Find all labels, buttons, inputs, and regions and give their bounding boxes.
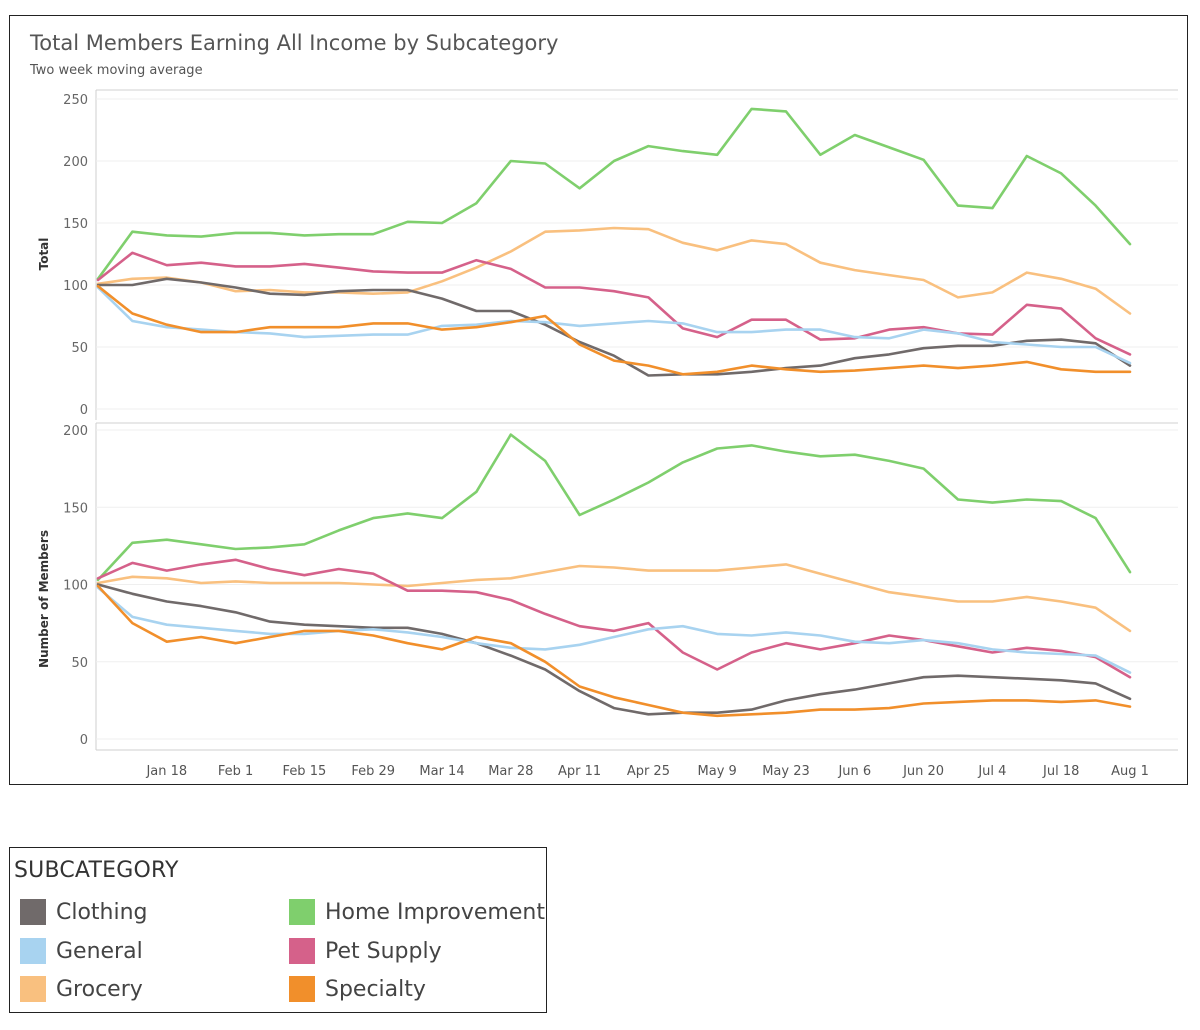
y-tick-label-top-50: 50 [71, 341, 88, 356]
series-line-top-clothing [96, 277, 1132, 377]
chart-frame: Total Members Earning All Income by Subc… [9, 15, 1188, 785]
series-line-top-pet-supply [96, 251, 1132, 356]
series-line-top-specialty [96, 284, 1132, 376]
legend-item-home-improvement: Home Improvement [289, 897, 545, 927]
legend-item-clothing: Clothing [20, 897, 148, 927]
series-line-bottom-pet-supply [96, 558, 1132, 679]
x-tick-label-apr-25: Apr 25 [627, 764, 670, 779]
x-tick-label-mar-28: Mar 28 [488, 764, 533, 779]
x-tick-label-jun-6: Jun 6 [837, 764, 871, 779]
legend-swatch-general [20, 938, 46, 964]
legend-label-home-improvement: Home Improvement [325, 899, 545, 925]
y-tick-label-bottom-100: 100 [63, 579, 88, 594]
legend-swatch-clothing [20, 899, 46, 925]
x-axis: Jan 18 Feb 1 Feb 15 Feb 29 Mar 14 Mar 28 Apr 1… [96, 749, 1178, 779]
x-tick-label-jan-18: Jan 18 [145, 764, 187, 779]
series-line-bottom-home-improvement [96, 433, 1132, 582]
legend-label-grocery: Grocery [56, 976, 143, 1002]
legend-label-clothing: Clothing [56, 899, 148, 925]
legend-item-specialty: Specialty [289, 974, 426, 1004]
x-tick-label-jun-20: Jun 20 [902, 764, 944, 779]
legend-swatch-pet-supply [289, 938, 315, 964]
legend: SUBCATEGORY Clothing General Grocery Hom… [9, 847, 547, 1013]
legend-item-general: General [20, 936, 143, 966]
series-line-top-general [96, 286, 1132, 365]
y-tick-label-bottom-200: 200 [63, 424, 88, 439]
x-tick-label-feb-15: Feb 15 [283, 764, 327, 779]
y-tick-label-top-150: 150 [63, 217, 88, 232]
legend-item-grocery: Grocery [20, 974, 143, 1004]
y-tick-label-bottom-150: 150 [63, 501, 88, 516]
x-tick-label-apr-11: Apr 11 [558, 764, 601, 779]
series-line-top-grocery [96, 226, 1132, 315]
y-tick-label-top-200: 200 [63, 155, 88, 170]
x-tick-label-jul-18: Jul 18 [1042, 764, 1079, 779]
legend-item-pet-supply: Pet Supply [289, 936, 442, 966]
panel-top: 0 50 100 150 200 250 [63, 89, 1178, 420]
chart-subtitle: Two week moving average [29, 63, 203, 78]
y-tick-label-bottom-50: 50 [71, 656, 88, 671]
y-axis-label-top: Total [37, 238, 51, 271]
series-line-bottom-grocery [96, 563, 1132, 633]
legend-label-general: General [56, 938, 143, 964]
x-tick-label-may-23: May 23 [762, 764, 810, 779]
series-line-bottom-clothing [96, 583, 1132, 716]
panel-bottom: 0 50 100 150 200 [63, 422, 1178, 750]
chart-title: Total Members Earning All Income by Subc… [29, 31, 558, 55]
x-tick-label-feb-1: Feb 1 [218, 764, 253, 779]
legend-label-pet-supply: Pet Supply [325, 938, 442, 964]
x-tick-label-may-9: May 9 [698, 764, 737, 779]
legend-label-specialty: Specialty [325, 976, 426, 1002]
y-axis-label-bottom: Number of Members [37, 530, 51, 668]
y-tick-label-top-100: 100 [63, 279, 88, 294]
legend-swatch-specialty [289, 976, 315, 1002]
x-tick-label-mar-14: Mar 14 [419, 764, 464, 779]
series-line-bottom-specialty [96, 584, 1132, 718]
legend-swatch-grocery [20, 976, 46, 1002]
x-tick-label-aug-1: Aug 1 [1111, 764, 1149, 779]
chart-svg: Total Members Earning All Income by Subc… [29, 31, 1178, 779]
y-tick-label-top-250: 250 [63, 93, 88, 108]
y-tick-label-top-0: 0 [80, 403, 88, 418]
legend-swatch-home-improvement [289, 899, 315, 925]
y-tick-label-bottom-0: 0 [80, 733, 88, 748]
series-line-top-home-improvement [96, 107, 1132, 281]
x-tick-label-feb-29: Feb 29 [351, 764, 395, 779]
legend-title: SUBCATEGORY [14, 858, 179, 883]
series-line-bottom-general [96, 586, 1132, 674]
x-tick-label-jul-4: Jul 4 [977, 764, 1006, 779]
